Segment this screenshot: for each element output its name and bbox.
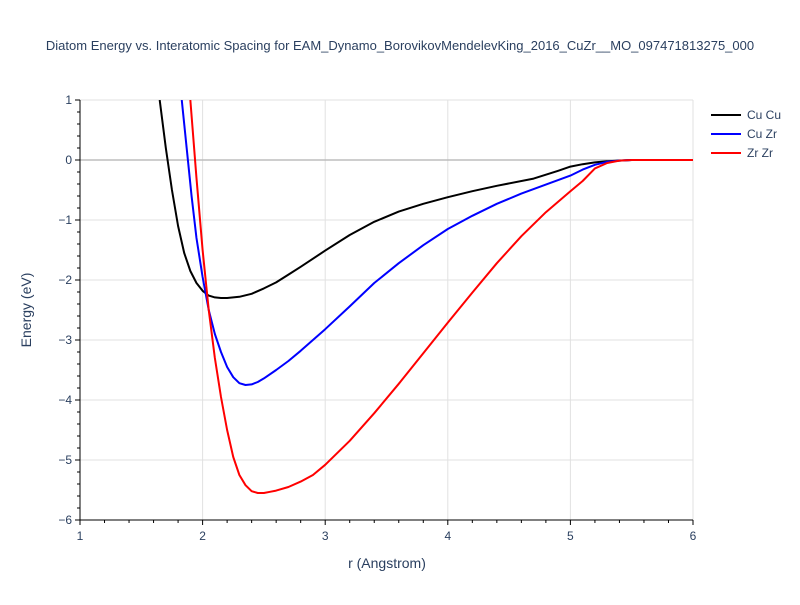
legend-label: Zr Zr — [747, 146, 773, 160]
x-tick-label: 2 — [199, 529, 206, 543]
series-layer — [158, 100, 693, 494]
y-tick-label: −5 — [58, 453, 72, 467]
x-tick-label: 5 — [567, 529, 574, 543]
legend-item-cu-cu[interactable]: Cu Cu — [711, 108, 781, 122]
legend-label: Cu Zr — [747, 127, 777, 141]
legend[interactable]: Cu Cu Cu Zr Zr Zr — [711, 108, 781, 160]
y-tick-label: 0 — [65, 153, 72, 167]
y-tick-label: −1 — [58, 213, 72, 227]
axes-layer: 1 2 3 4 5 6 −6 −5 −4 −3 −2 −1 0 1 — [58, 93, 696, 543]
series-line-zr-zr[interactable] — [189, 100, 693, 494]
y-tick-label: −4 — [58, 393, 72, 407]
y-tick-label: −6 — [58, 513, 72, 527]
y-axis-label: Energy (eV) — [18, 273, 34, 348]
x-tick-label: 1 — [77, 529, 84, 543]
x-tick-label: 3 — [322, 529, 329, 543]
y-tick-label: −2 — [58, 273, 72, 287]
y-tick-label: −3 — [58, 333, 72, 347]
x-tick-label: 4 — [444, 529, 451, 543]
x-axis-label: r (Angstrom) — [348, 555, 426, 571]
chart-title: Diatom Energy vs. Interatomic Spacing fo… — [45, 38, 755, 53]
series-line-cu-cu[interactable] — [158, 100, 693, 299]
legend-item-zr-zr[interactable]: Zr Zr — [711, 146, 773, 160]
y-tick-label: 1 — [65, 93, 72, 107]
series-line-cu-zr[interactable] — [180, 100, 693, 386]
x-tick-label: 6 — [690, 529, 697, 543]
legend-item-cu-zr[interactable]: Cu Zr — [711, 127, 777, 141]
legend-label: Cu Cu — [747, 108, 781, 122]
grid-layer — [79, 99, 694, 521]
